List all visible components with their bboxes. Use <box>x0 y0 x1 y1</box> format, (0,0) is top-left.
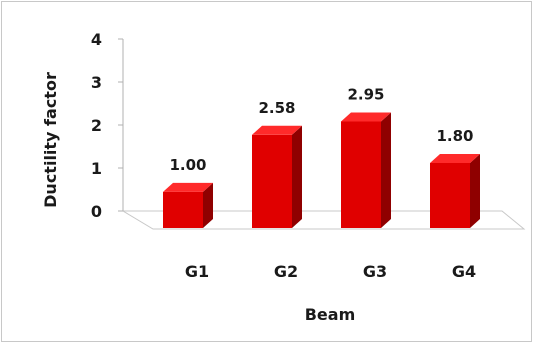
category-label: G3 <box>363 262 387 281</box>
bar-side <box>203 182 213 228</box>
bar-side <box>381 112 391 228</box>
category-label: G4 <box>452 262 476 281</box>
y-tick-label: 4 <box>91 30 102 49</box>
bar-top <box>252 125 302 135</box>
bar <box>430 162 470 228</box>
y-tick-label: 1 <box>91 159 102 178</box>
x-axis-title: Beam <box>305 305 356 324</box>
bar-top <box>163 182 213 192</box>
data-label: 2.95 <box>347 85 384 103</box>
bar <box>163 191 203 228</box>
y-axis: 0 1 2 3 4 <box>91 30 124 221</box>
bar-side <box>292 125 302 228</box>
bar <box>341 121 381 228</box>
bar-top <box>341 112 391 122</box>
category-label: G2 <box>274 262 298 281</box>
bar <box>252 134 292 228</box>
y-tick-label: 0 <box>91 202 102 221</box>
data-label: 1.00 <box>169 156 206 174</box>
bar-top <box>430 153 480 163</box>
data-label: 2.58 <box>258 99 295 117</box>
y-tick-label: 2 <box>91 116 102 135</box>
labels: 1.00 G1 2.58 G2 2.95 G3 1.80 G4 <box>169 85 476 281</box>
y-tick-label: 3 <box>91 73 102 92</box>
data-label: 1.80 <box>436 127 473 145</box>
bars <box>163 112 480 228</box>
y-axis-title: Ductility factor <box>41 72 60 208</box>
bar-side <box>470 153 480 228</box>
category-label: G1 <box>185 262 209 281</box>
